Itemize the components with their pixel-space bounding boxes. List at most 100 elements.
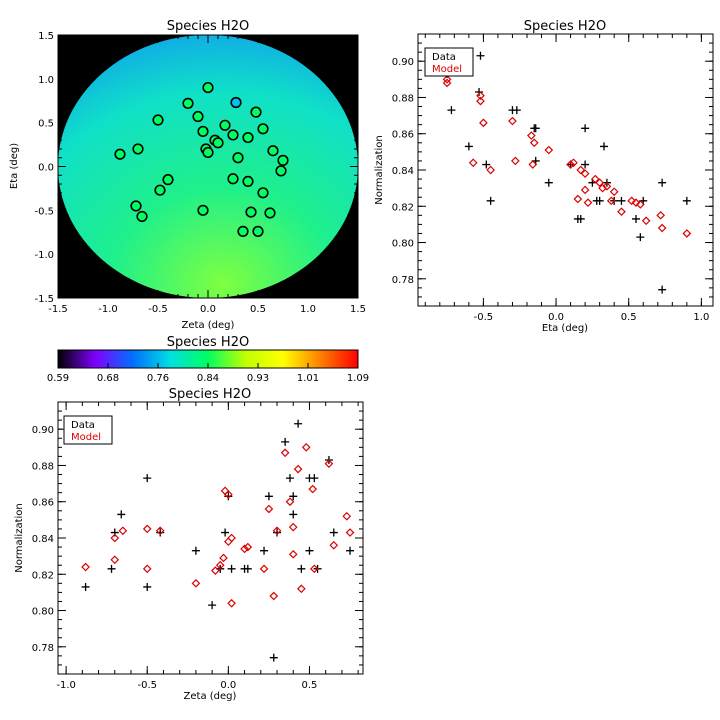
eta-model-point xyxy=(573,194,583,204)
eta-model-point xyxy=(442,74,452,84)
eta-data-point xyxy=(531,124,540,133)
eta-model-point xyxy=(468,158,478,168)
zeta-model-point xyxy=(155,526,165,536)
zeta-y-tick-label: 0.80 xyxy=(32,607,54,618)
map-source-marker xyxy=(232,152,244,164)
eta-model-point xyxy=(590,174,600,184)
map-x-tick-label: 1.5 xyxy=(350,304,366,315)
zeta-data-point xyxy=(273,528,282,537)
zeta-data-point xyxy=(294,419,303,428)
map-source-marker xyxy=(242,131,254,144)
map-source-marker xyxy=(162,174,174,186)
eta-model-point xyxy=(617,207,626,217)
zeta-model-point xyxy=(240,544,249,554)
eta-title: Species H2O xyxy=(524,19,606,34)
zeta-data-point xyxy=(297,564,306,573)
map-source-marker xyxy=(219,119,231,131)
eta-y-tick-label: 0.80 xyxy=(392,239,414,250)
zeta-data-point xyxy=(208,601,217,610)
eta-model-point xyxy=(631,198,641,207)
eta-model-point xyxy=(527,131,536,140)
zeta-data-point xyxy=(191,546,200,555)
zeta-model-point xyxy=(345,528,355,537)
map-source-marker xyxy=(132,143,144,155)
eta-y-tick-label: 0.88 xyxy=(392,93,414,104)
zeta-data-point xyxy=(243,564,252,573)
eta-data-point xyxy=(658,178,667,187)
colorbar-tick-label: 0.76 xyxy=(147,373,169,384)
zeta-model-point xyxy=(301,442,311,452)
eta-panel: Species H2O -0.5 0.0 0.5 1.0 0.78 0.80 0.82 0.8… xyxy=(374,19,714,334)
eta-data-point xyxy=(486,196,495,205)
map-source-marker xyxy=(257,187,269,199)
eta-model-point xyxy=(635,200,645,209)
zeta-model-point xyxy=(243,542,253,552)
zeta-model-point xyxy=(110,533,120,543)
zeta-data-point xyxy=(224,492,233,501)
colorbar-tick-label: 0.84 xyxy=(197,373,219,384)
map-source-marker xyxy=(267,145,279,157)
map-source-marker xyxy=(182,97,194,109)
map-title: Species H2O xyxy=(167,19,249,34)
eta-model-point xyxy=(528,160,538,169)
map-source-marker xyxy=(130,200,142,212)
zeta-data-point xyxy=(227,564,236,573)
zeta-x-tick-label: -1.0 xyxy=(56,680,76,691)
zeta-data-point xyxy=(110,528,119,537)
eta-model-point xyxy=(529,138,539,148)
map-x-label: Zeta (deg) xyxy=(182,320,235,331)
zeta-data-point xyxy=(305,546,314,555)
zeta-model-point xyxy=(110,555,120,565)
map-source-marker xyxy=(227,129,239,141)
zeta-x-tick-label: 0.5 xyxy=(302,680,318,691)
zeta-data-point xyxy=(117,510,126,519)
zeta-model-point xyxy=(259,564,269,574)
eta-model-point xyxy=(580,185,590,195)
map-source-marker xyxy=(212,137,224,149)
map-source-marker xyxy=(114,148,126,160)
zeta-y-tick-label: 0.78 xyxy=(32,643,54,654)
colorbar-ticks: 0.59 0.68 0.76 0.84 0.93 1.01 1.09 xyxy=(47,363,369,384)
eta-model-point xyxy=(595,178,604,188)
eta-model-point xyxy=(606,196,616,206)
map-source-marker xyxy=(242,175,254,188)
zeta-model-point xyxy=(342,511,352,521)
zeta-data-point xyxy=(143,474,152,483)
colorbar-tick-label: 1.09 xyxy=(347,373,369,384)
map-x-tick-label: -1.5 xyxy=(48,304,68,315)
eta-y-tick-label: 0.86 xyxy=(392,130,414,141)
zeta-model-point xyxy=(191,578,201,588)
zeta-model-point xyxy=(269,591,279,601)
zeta-y-tick-label: 0.86 xyxy=(32,498,54,509)
map-x-tick-label: 1.0 xyxy=(300,304,316,315)
eta-x-tick-label: -0.5 xyxy=(474,312,494,323)
zeta-model-point xyxy=(219,553,228,563)
eta-model-point xyxy=(657,223,667,233)
zeta-model-point xyxy=(211,566,220,575)
colorbar-tick-label: 0.59 xyxy=(47,373,69,384)
zeta-data-point xyxy=(310,474,319,483)
map-source-marker xyxy=(257,123,269,135)
eta-model-point xyxy=(583,198,593,207)
eta-model-point xyxy=(544,145,554,155)
eta-data-point xyxy=(631,214,640,223)
zeta-model-point xyxy=(293,464,303,474)
eta-data-point xyxy=(482,160,491,169)
zeta-data-point xyxy=(285,474,294,483)
zeta-model-point xyxy=(324,459,334,469)
zeta-model-point xyxy=(142,524,152,534)
zeta-legend-model: Model xyxy=(71,432,101,443)
eta-x-tick-label: 1.0 xyxy=(693,312,709,323)
zeta-model-point xyxy=(227,533,236,543)
colorbar-panel: Species H2O 0.59 0.68 0.76 0.84 0.93 1.01 1.09 xyxy=(47,335,369,384)
eta-model-point xyxy=(656,210,666,220)
zeta-data-point xyxy=(329,528,338,537)
eta-data-point xyxy=(581,160,590,169)
map-source-marker xyxy=(277,154,289,166)
map-y-tick-label: 1.5 xyxy=(38,31,54,42)
zeta-model-point xyxy=(288,549,298,559)
map-source-marker xyxy=(197,125,209,138)
map-source-marker xyxy=(245,206,257,218)
eta-model-point xyxy=(476,91,485,101)
